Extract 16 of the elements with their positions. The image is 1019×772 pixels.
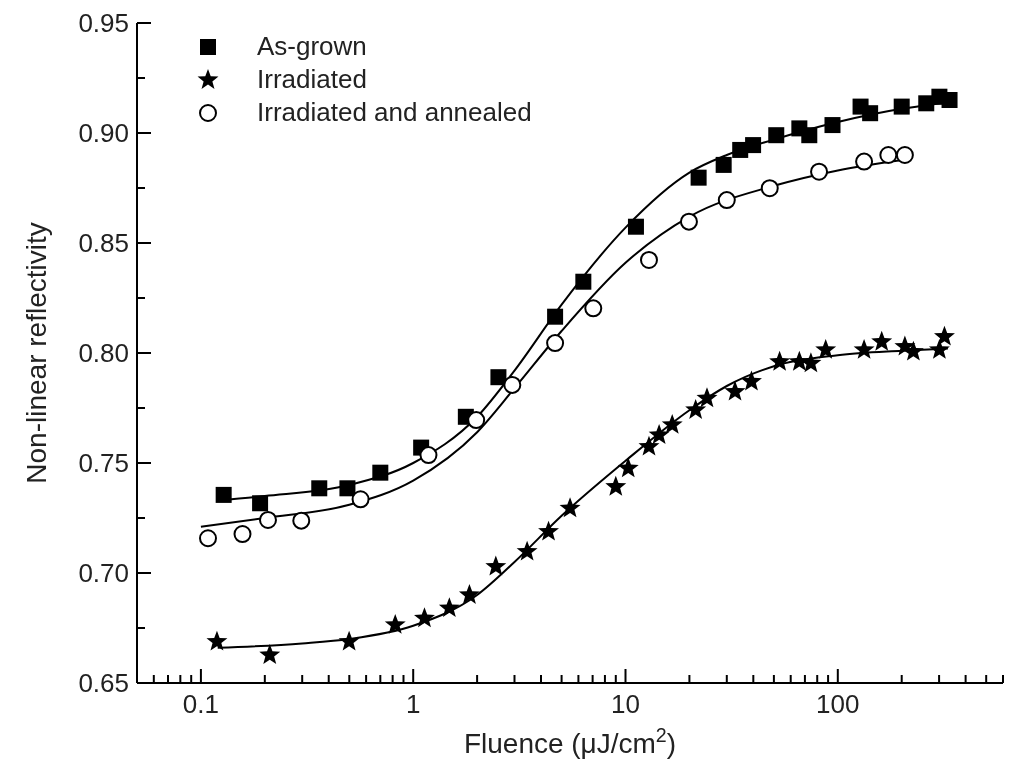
x-tick-label: 10 xyxy=(611,689,640,719)
y-tick-label: 0.70 xyxy=(78,558,129,588)
legend-label: Irradiated xyxy=(257,64,367,95)
x-axis-title: Fluence (μJ/cm$^{2}$) xyxy=(463,724,677,759)
y-tick-label: 0.80 xyxy=(78,338,129,368)
legend-label: Irradiated and annealed xyxy=(257,97,532,128)
y-tick-label: 0.90 xyxy=(78,118,129,148)
y-axis-title: Non-linear reflectivity xyxy=(21,222,52,484)
x-tick-label: 1 xyxy=(405,689,421,719)
y-tick-label: 0.65 xyxy=(78,668,129,698)
x-tick-label: 0.1 xyxy=(182,689,219,719)
y-tick-label: 0.85 xyxy=(78,228,129,258)
y-tick-label: 0.75 xyxy=(78,448,129,478)
legend-label: As-grown xyxy=(257,31,367,62)
x-tick-label: 100 xyxy=(816,689,860,719)
y-tick-label: 0.95 xyxy=(78,8,129,38)
